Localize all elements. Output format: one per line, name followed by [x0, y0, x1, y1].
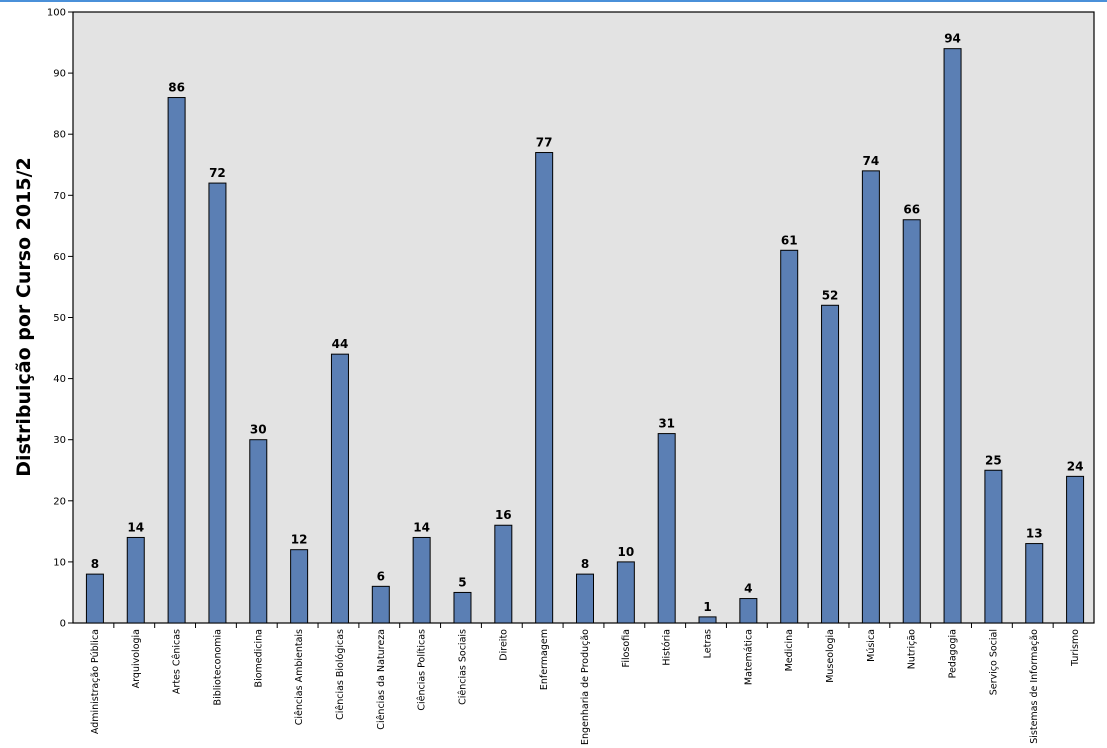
x-tick-label: Turismo — [1070, 629, 1081, 667]
data-label: 1 — [703, 600, 711, 614]
x-tick-label: Administração Pública — [90, 629, 101, 734]
bar — [371, 585, 390, 624]
data-label: 10 — [617, 545, 634, 559]
x-tick-label: Serviço Social — [988, 629, 999, 695]
x-tick-label: Biomedicina — [253, 629, 264, 687]
data-label: 72 — [209, 166, 226, 180]
data-label: 86 — [168, 81, 185, 95]
data-label: 8 — [581, 557, 589, 571]
data-label: 74 — [863, 154, 880, 168]
y-tick-label: 60 — [53, 252, 66, 263]
x-tick-label: Pedagogia — [948, 629, 959, 678]
bars: 8148672301244614516778103114615274669425… — [85, 32, 1085, 624]
data-label: 52 — [822, 288, 839, 302]
y-tick-label: 30 — [53, 435, 66, 446]
y-tick-label: 80 — [53, 130, 66, 141]
window-top-border — [0, 0, 1107, 2]
y-tick-label: 10 — [53, 557, 66, 568]
bar — [616, 561, 635, 624]
data-label: 8 — [91, 557, 99, 571]
x-tick-label: Ciências da Natureza — [376, 629, 387, 730]
data-label: 12 — [291, 533, 308, 547]
y-tick-label: 100 — [47, 8, 66, 19]
data-label: 14 — [413, 520, 430, 534]
y-axis: 0 10 20 30 40 50 60 70 80 90 100 — [47, 8, 73, 630]
bar — [1066, 475, 1085, 624]
data-label: 66 — [903, 203, 920, 217]
x-tick-label: Engenharia de Produção — [580, 629, 591, 745]
y-tick-label: 40 — [53, 374, 66, 385]
y-tick-label: 90 — [53, 69, 66, 80]
x-tick-label: Arquivologia — [131, 629, 142, 688]
x-tick-label: Biblioteconomia — [212, 629, 223, 705]
bar — [290, 549, 309, 624]
x-tick-label: Ciências Sociais — [457, 629, 468, 705]
x-tick-label: Nutrição — [907, 629, 918, 669]
data-label: 30 — [250, 423, 267, 437]
bar — [984, 469, 1003, 624]
data-label: 14 — [127, 520, 144, 534]
bar — [657, 433, 676, 624]
bar — [1025, 543, 1044, 624]
bar — [739, 598, 758, 624]
x-tick-label: Museologia — [825, 629, 836, 683]
x-tick-label: Direito — [498, 629, 509, 661]
x-tick-label: Ciências Biológicas — [335, 629, 346, 720]
bar — [861, 170, 880, 624]
x-tick-label: Ciências Políticas — [417, 629, 428, 711]
data-label: 77 — [536, 136, 553, 150]
data-label: 6 — [377, 569, 385, 583]
bar — [576, 573, 594, 624]
bar — [249, 439, 268, 624]
bar — [330, 353, 349, 624]
bar — [412, 536, 431, 624]
bar — [126, 536, 145, 624]
data-label: 5 — [458, 575, 466, 589]
x-tick-label: Ciências Ambientais — [294, 629, 305, 725]
data-label: 13 — [1026, 527, 1043, 541]
y-tick-label: 0 — [60, 619, 66, 630]
data-label: 94 — [944, 32, 961, 46]
bar — [535, 152, 554, 624]
y-tick-label: 50 — [53, 313, 66, 324]
x-tick-label: Sistemas de Informação — [1029, 629, 1040, 744]
bar — [85, 573, 104, 624]
x-tick-label: Filosofia — [621, 629, 632, 667]
bar — [698, 616, 717, 624]
x-tick-label: Letras — [703, 629, 714, 658]
data-label: 16 — [495, 508, 512, 522]
x-tick-label: História — [662, 629, 673, 666]
bar — [902, 219, 921, 624]
x-tick-label: Artes Cênicas — [172, 629, 183, 694]
y-tick-label: 70 — [53, 191, 66, 202]
data-label: 61 — [781, 233, 798, 247]
y-tick-label: 20 — [53, 496, 66, 507]
data-label: 24 — [1067, 459, 1084, 473]
data-label: 44 — [332, 337, 349, 351]
bar — [943, 48, 962, 624]
y-axis-label: Distribuição por Curso 2015/2 — [13, 157, 35, 476]
bar — [821, 304, 840, 624]
x-tick-label: Música — [866, 629, 877, 662]
data-label: 31 — [658, 417, 675, 431]
bar — [208, 182, 227, 624]
bar — [780, 249, 799, 624]
bar — [167, 97, 186, 624]
data-label: 25 — [985, 453, 1002, 467]
data-label: 4 — [744, 582, 752, 596]
plot-area — [72, 11, 1095, 624]
x-axis: Administração Pública Arquivologia Artes C… — [90, 623, 1081, 745]
x-tick-label: Matemática — [743, 629, 754, 685]
x-tick-label: Medicina — [784, 629, 795, 671]
bar — [494, 524, 513, 624]
x-tick-label: Enfermagem — [539, 629, 550, 690]
bar — [453, 591, 472, 624]
